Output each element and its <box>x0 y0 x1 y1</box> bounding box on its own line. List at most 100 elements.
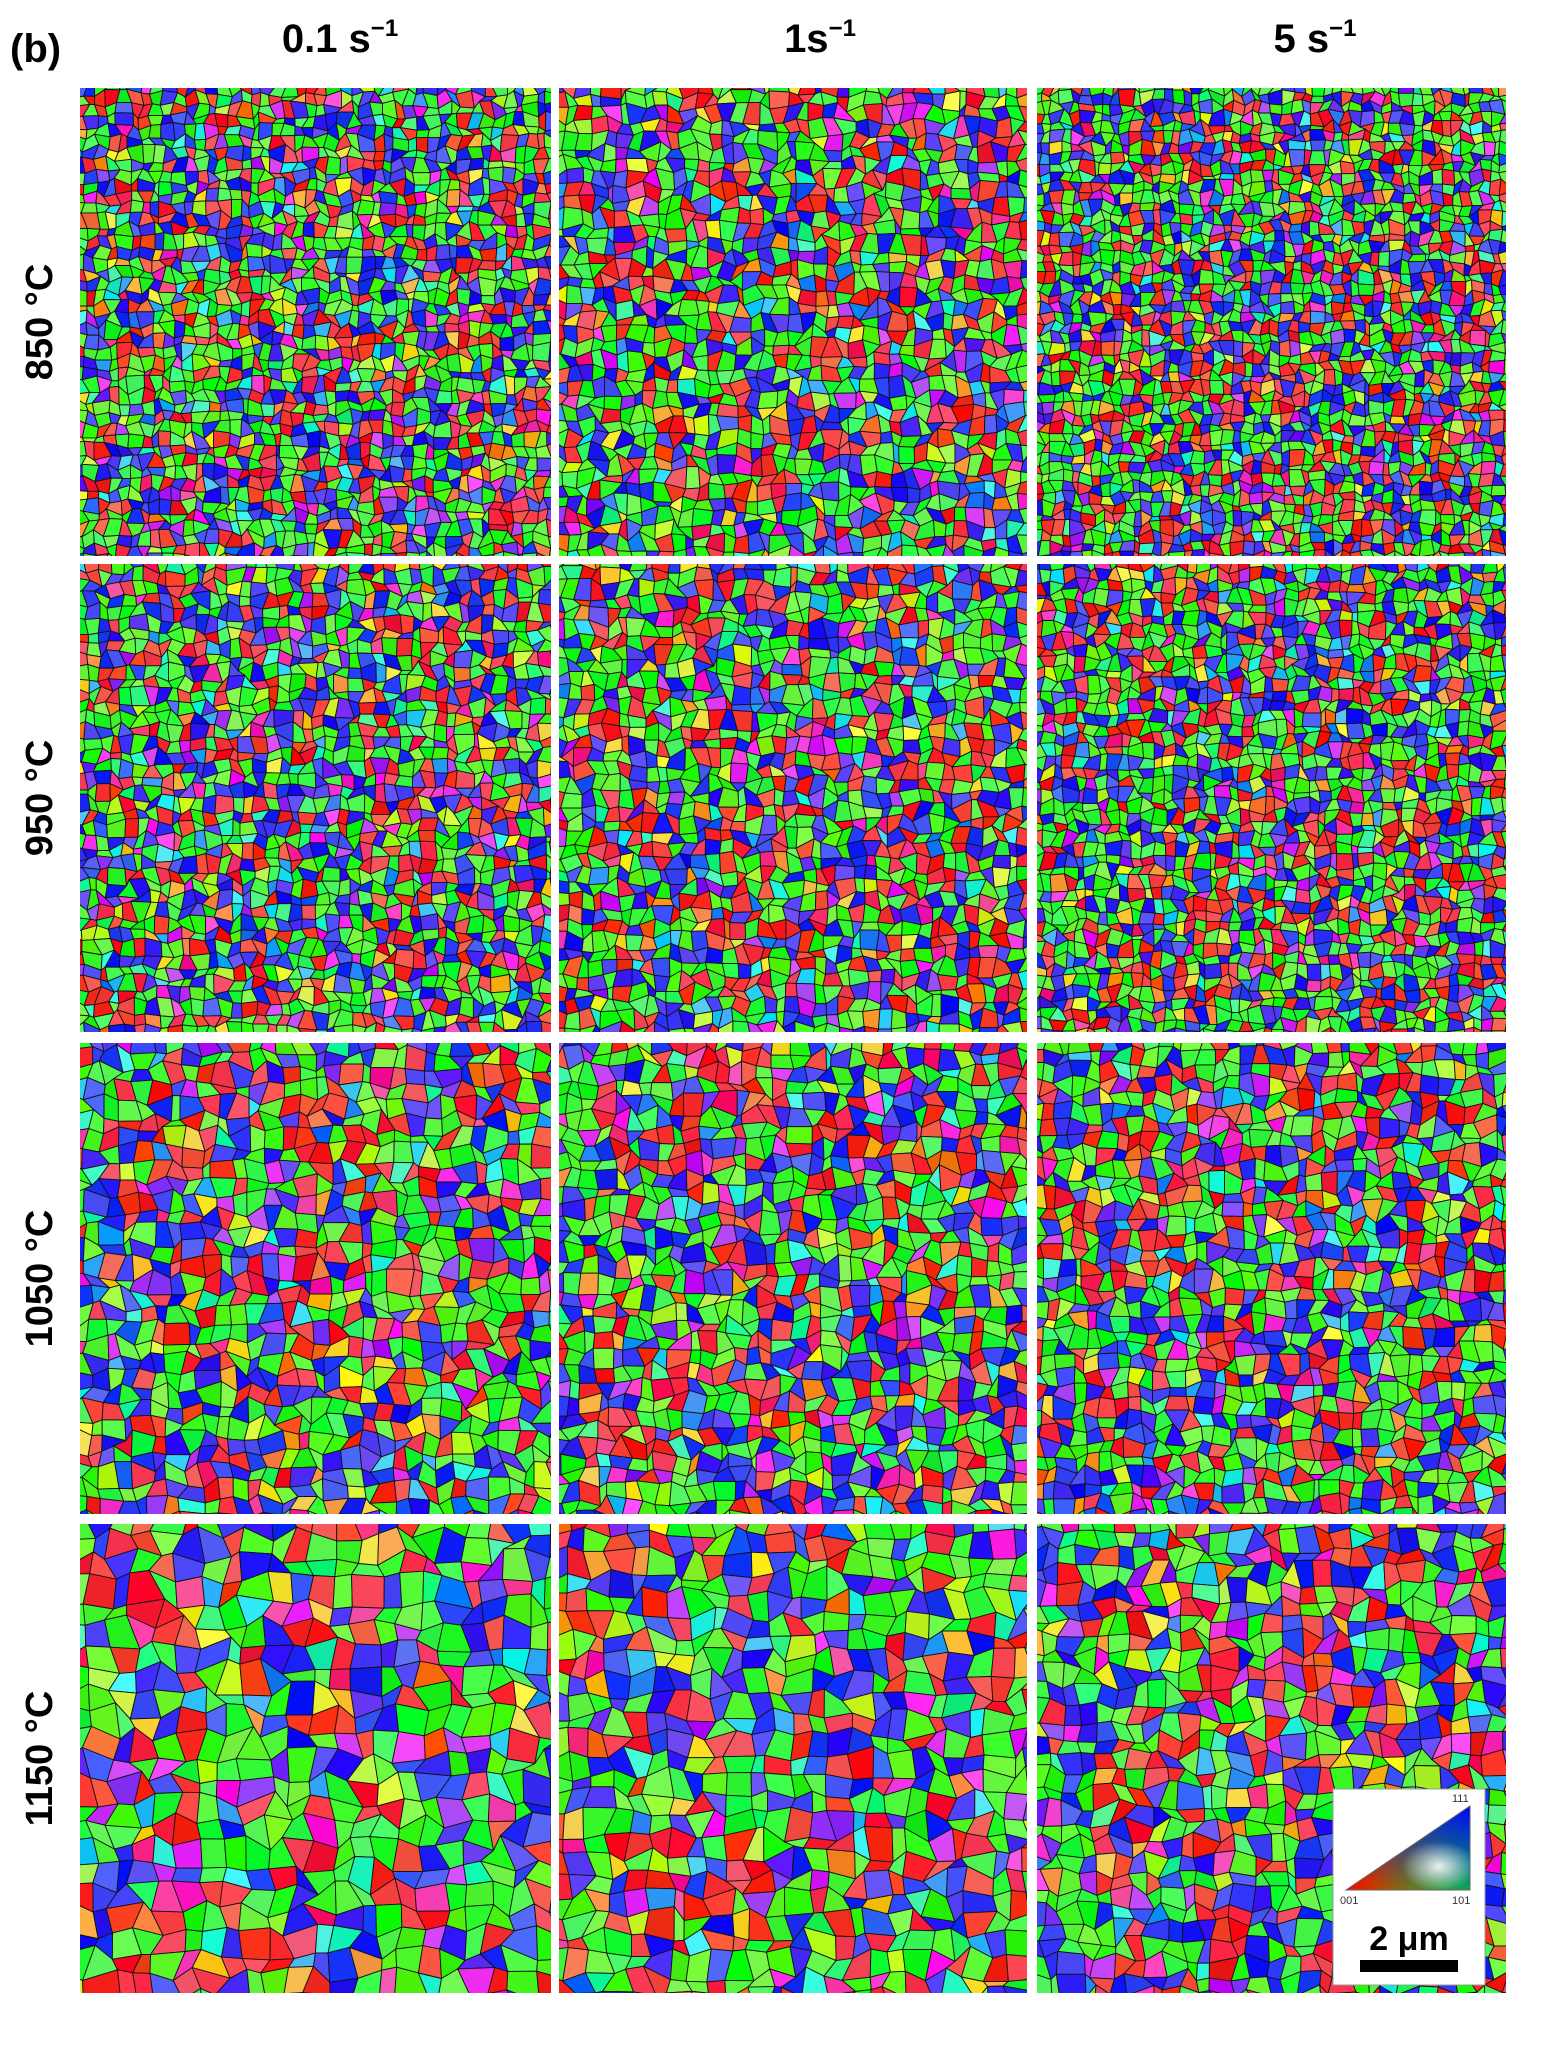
grain <box>1112 303 1122 316</box>
grain <box>1281 550 1294 556</box>
grain <box>991 196 1011 217</box>
grain <box>732 534 750 555</box>
grain <box>1288 149 1306 167</box>
grain <box>1203 548 1210 556</box>
grain <box>547 217 551 229</box>
grain <box>1310 95 1325 104</box>
grain <box>812 544 825 556</box>
grain <box>1118 550 1135 556</box>
grain <box>546 425 551 435</box>
grain <box>861 546 883 556</box>
grain <box>542 370 551 380</box>
grain <box>1210 444 1223 451</box>
grain <box>559 228 564 237</box>
grain <box>612 169 629 189</box>
grain <box>603 395 623 411</box>
grain <box>435 244 451 261</box>
grain <box>1309 310 1326 325</box>
grain <box>1208 552 1226 556</box>
grain <box>543 129 551 138</box>
grain <box>876 546 888 556</box>
grain <box>205 187 220 202</box>
grain <box>1079 88 1092 97</box>
grain <box>575 549 591 556</box>
grain <box>119 88 128 91</box>
grain <box>1280 300 1296 315</box>
grain <box>1111 550 1122 556</box>
grain <box>749 207 765 226</box>
grain <box>1171 88 1185 91</box>
grain <box>1015 349 1027 369</box>
grain <box>378 201 398 216</box>
grain <box>364 543 374 556</box>
grain <box>536 132 546 150</box>
grain <box>685 545 697 556</box>
grain <box>304 523 319 535</box>
grain <box>543 244 551 258</box>
grain <box>546 443 551 458</box>
grain <box>716 403 739 419</box>
grain <box>531 213 551 229</box>
grain <box>157 430 172 447</box>
grain <box>1274 229 1285 242</box>
grain <box>194 336 211 346</box>
grain <box>1339 160 1356 175</box>
grain <box>547 267 551 280</box>
grain <box>229 188 243 200</box>
grain <box>302 221 315 238</box>
grain <box>80 172 86 186</box>
grain <box>1050 370 1061 387</box>
grain <box>836 88 850 98</box>
grain <box>1132 550 1140 556</box>
grain <box>566 167 585 184</box>
grain <box>852 551 864 556</box>
grain <box>1099 481 1111 498</box>
grain <box>1016 301 1027 316</box>
grain <box>925 544 947 556</box>
grain <box>951 544 965 556</box>
grain <box>172 552 186 556</box>
grain <box>544 110 551 132</box>
grain <box>545 518 551 538</box>
grain <box>260 403 275 417</box>
grain <box>455 542 470 556</box>
grain <box>1015 157 1027 173</box>
grain <box>95 552 110 556</box>
grain <box>543 132 551 149</box>
grain <box>160 121 176 142</box>
grain <box>550 464 551 472</box>
grain <box>728 88 753 91</box>
grain <box>1016 480 1027 495</box>
grain <box>80 552 85 556</box>
grain <box>1018 507 1027 524</box>
grain <box>590 88 602 98</box>
grain <box>1016 429 1027 447</box>
grain <box>1190 548 1206 556</box>
grain <box>1020 260 1027 279</box>
grain <box>1015 364 1027 384</box>
grain <box>546 191 551 203</box>
grain <box>1016 325 1027 346</box>
grain <box>1042 270 1057 285</box>
grain <box>916 545 932 556</box>
grain <box>892 441 900 465</box>
grain <box>547 535 551 550</box>
grain <box>521 552 538 556</box>
grain <box>418 550 428 556</box>
grain <box>1218 542 1232 556</box>
grain <box>1016 93 1027 108</box>
grain <box>545 507 551 522</box>
grain <box>532 341 551 362</box>
grain <box>80 184 85 196</box>
grain <box>1248 491 1264 505</box>
grain <box>542 308 551 322</box>
grain <box>722 551 735 556</box>
grain <box>1016 239 1027 252</box>
grain <box>1324 548 1335 556</box>
grain <box>574 132 593 152</box>
grain <box>1287 139 1307 151</box>
grain <box>106 543 118 556</box>
grain <box>768 544 792 556</box>
grain <box>1023 389 1027 403</box>
